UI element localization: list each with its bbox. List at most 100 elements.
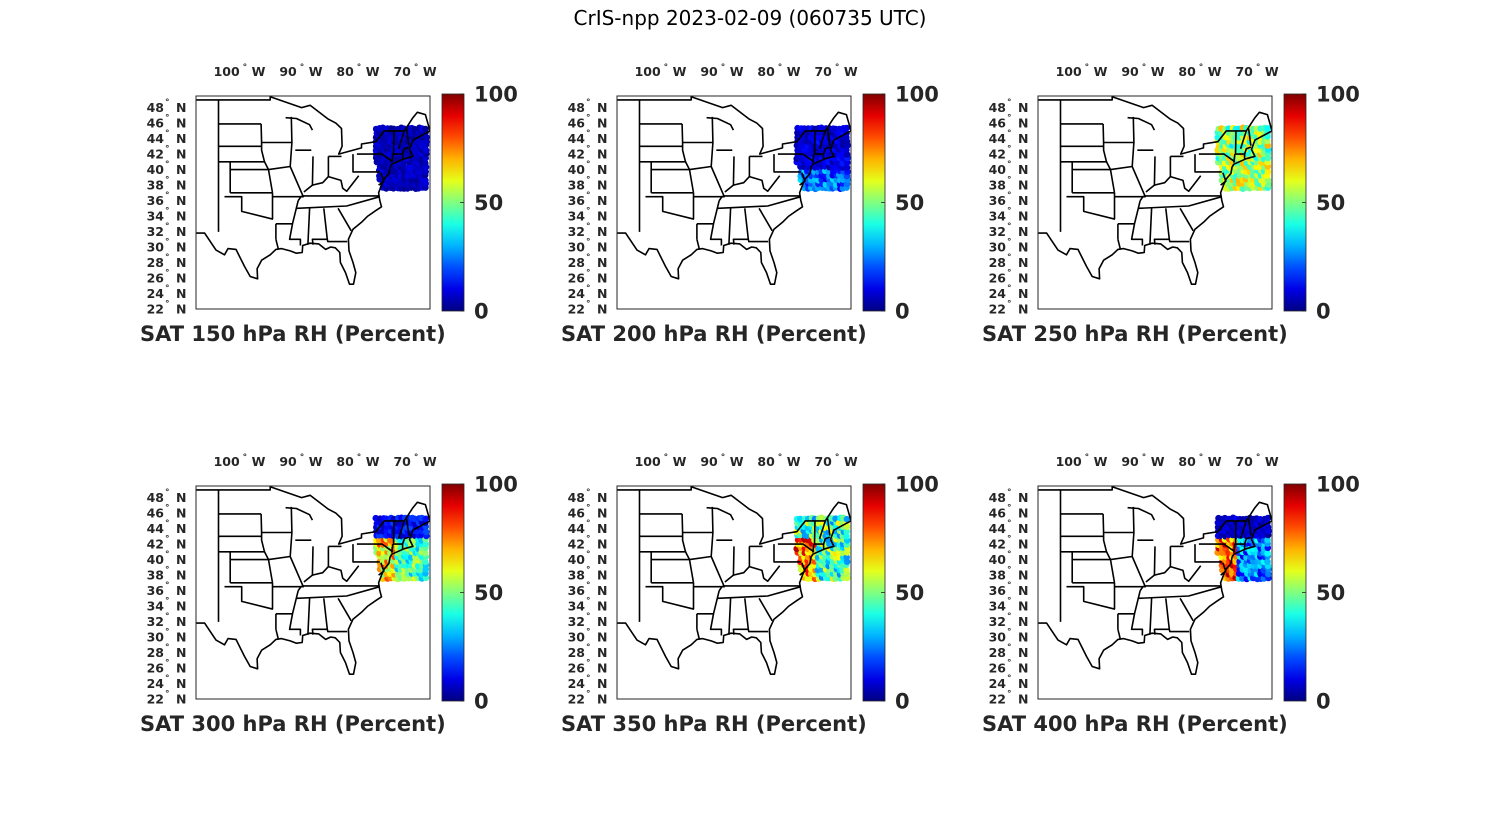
border-line	[696, 629, 700, 639]
degree-symbol: °	[1007, 643, 1012, 653]
lon-tick-dir: W	[1208, 64, 1222, 79]
degree-symbol: °	[165, 284, 170, 294]
degree-symbol: °	[586, 160, 591, 170]
colorbar-tick-label: 100	[895, 83, 939, 107]
lat-tick-dir: N	[597, 552, 607, 567]
border-line	[289, 556, 305, 592]
degree-symbol: °	[586, 191, 591, 201]
border-line	[732, 208, 750, 245]
lat-tick-label: 40	[147, 552, 165, 567]
degree-symbol: °	[165, 222, 170, 232]
lat-tick-label: 28	[147, 645, 164, 660]
lat-tick-label: 44	[147, 521, 165, 536]
border-line	[290, 506, 293, 533]
degree-symbol: °	[165, 690, 170, 700]
degree-symbol: °	[165, 519, 170, 529]
degree-symbol: °	[586, 238, 591, 248]
degree-symbol: °	[165, 535, 170, 545]
lat-tick-label: 26	[989, 661, 1007, 676]
degree-symbol: °	[586, 114, 591, 124]
rh-observation	[1264, 125, 1271, 132]
degree-symbol: °	[300, 453, 305, 463]
degree-symbol: °	[1007, 612, 1012, 622]
lat-tick-dir: N	[176, 209, 186, 224]
degree-symbol: °	[586, 690, 591, 700]
degree-symbol: °	[300, 63, 305, 73]
border-line	[818, 520, 827, 539]
border-line	[818, 130, 827, 149]
border-line	[311, 546, 314, 576]
lat-tick-dir: N	[176, 100, 186, 115]
degree-symbol: °	[357, 63, 362, 73]
border-line	[1131, 556, 1147, 592]
degree-symbol: °	[721, 453, 726, 463]
lat-tick-label: 26	[989, 271, 1007, 286]
border-line	[732, 156, 735, 186]
map-panel-200: 100 ° W 90 ° W 80 ° W 70 ° W48 ° N46 ° N44 ° N42 ° N40 ° N38 °…	[561, 63, 939, 346]
lon-tick-dir: W	[309, 454, 323, 469]
border-line	[709, 590, 723, 636]
lon-tick-label: 80	[336, 454, 354, 469]
figure-title: CrIS-npp 2023-02-09 (060735 UTC)	[573, 6, 927, 30]
border-line	[378, 562, 385, 576]
lat-tick-dir: N	[176, 490, 186, 505]
rh-observation	[843, 532, 850, 540]
degree-symbol: °	[1007, 300, 1012, 310]
lon-tick-dir: W	[1151, 454, 1165, 469]
lon-tick-dir: W	[1151, 64, 1165, 79]
border-line	[724, 175, 781, 193]
lat-tick-label: 22	[568, 302, 585, 317]
border-line	[717, 195, 802, 210]
lat-tick-dir: N	[176, 568, 186, 583]
border-line	[1117, 629, 1121, 639]
state-borders	[196, 486, 430, 675]
lon-tick-label: 80	[757, 64, 775, 79]
lat-tick-dir: N	[1018, 661, 1028, 676]
border-line	[617, 486, 851, 675]
degree-symbol: °	[243, 63, 248, 73]
lat-tick-label: 24	[989, 676, 1007, 691]
lat-tick-label: 48	[147, 100, 164, 115]
lat-tick-dir: N	[1018, 255, 1028, 270]
lat-tick-dir: N	[1018, 552, 1028, 567]
lat-tick-dir: N	[1018, 583, 1028, 598]
border-line	[352, 544, 380, 563]
panel-label: SAT 250 hPa RH (Percent)	[982, 322, 1288, 346]
border-line	[307, 208, 311, 245]
colorbar-tick-label: 100	[1316, 473, 1360, 497]
lat-tick-dir: N	[597, 645, 607, 660]
degree-symbol: °	[165, 253, 170, 263]
lat-tick-label: 28	[568, 645, 585, 660]
rh-observation	[422, 177, 429, 184]
lat-tick-label: 32	[147, 224, 164, 239]
lat-tick-dir: N	[1018, 116, 1028, 131]
border-line	[799, 562, 806, 576]
lon-tick-label: 100	[1056, 454, 1082, 469]
border-line	[812, 543, 815, 553]
lon-tick-dir: W	[844, 64, 858, 79]
lon-tick-dir: W	[730, 64, 744, 79]
rh-observation	[1264, 550, 1271, 557]
border-line	[814, 536, 831, 545]
degree-symbol: °	[586, 566, 591, 576]
lat-tick-label: 38	[989, 178, 1006, 193]
lat-tick-dir: N	[176, 506, 186, 521]
lat-tick-dir: N	[597, 521, 607, 536]
lat-tick-label: 30	[568, 240, 586, 255]
border-line	[393, 146, 410, 155]
degree-symbol: °	[165, 98, 170, 108]
colorbar-tick-label: 0	[895, 690, 910, 714]
map-panel-250: 100 ° W 90 ° W 80 ° W 70 ° W48 ° N46 ° N44 ° N42 ° N40 ° N38 °…	[982, 63, 1360, 346]
colorbar-tick-label: 100	[1316, 83, 1360, 107]
lat-tick-dir: N	[597, 224, 607, 239]
border-line	[732, 598, 750, 635]
lon-tick-dir: W	[252, 64, 266, 79]
colorbar-tick-label: 0	[895, 300, 910, 324]
lat-tick-dir: N	[1018, 645, 1028, 660]
map-panel-150: 100 ° W 90 ° W 80 ° W 70 ° W48 ° N46 ° N44 ° N42 ° N40 ° N38 °…	[140, 63, 518, 346]
degree-symbol: °	[586, 300, 591, 310]
border-line	[378, 172, 385, 186]
border-line	[311, 156, 314, 186]
lat-tick-dir: N	[597, 286, 607, 301]
lon-tick-dir: W	[673, 64, 687, 79]
